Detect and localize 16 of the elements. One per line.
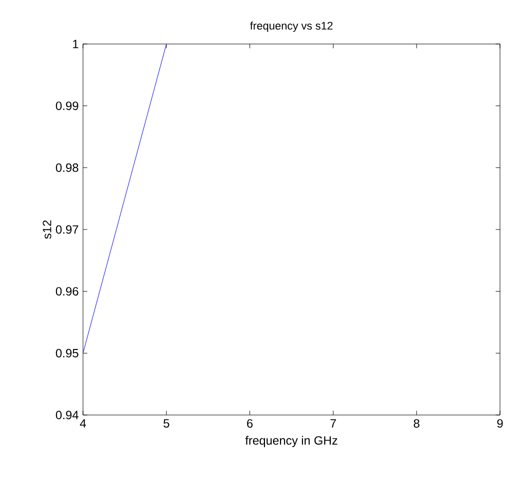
x-tick-label: 6	[247, 419, 253, 428]
y-tick-label: 0.96	[56, 287, 78, 296]
x-tick-label: 8	[414, 419, 420, 428]
x-tick-label: 5	[164, 419, 170, 428]
y-tick-label: 0.94	[56, 410, 78, 420]
x-tick-label: 4	[80, 419, 86, 428]
y-tick-label: 0.98	[56, 163, 78, 172]
x-tick-label: 7	[330, 419, 336, 428]
y-tick-label: 0.95	[56, 348, 78, 358]
x-tick-label: 9	[497, 419, 503, 428]
y-tick-label: 1	[73, 40, 78, 48]
y-tick-label: 0.97	[56, 225, 78, 234]
y-tick-label: 0.99	[56, 102, 78, 110]
chart-title: frequency vs s12	[250, 22, 333, 32]
y-axis-title: s12	[42, 220, 52, 239]
x-axis-title: frequency in GHz	[245, 436, 338, 448]
